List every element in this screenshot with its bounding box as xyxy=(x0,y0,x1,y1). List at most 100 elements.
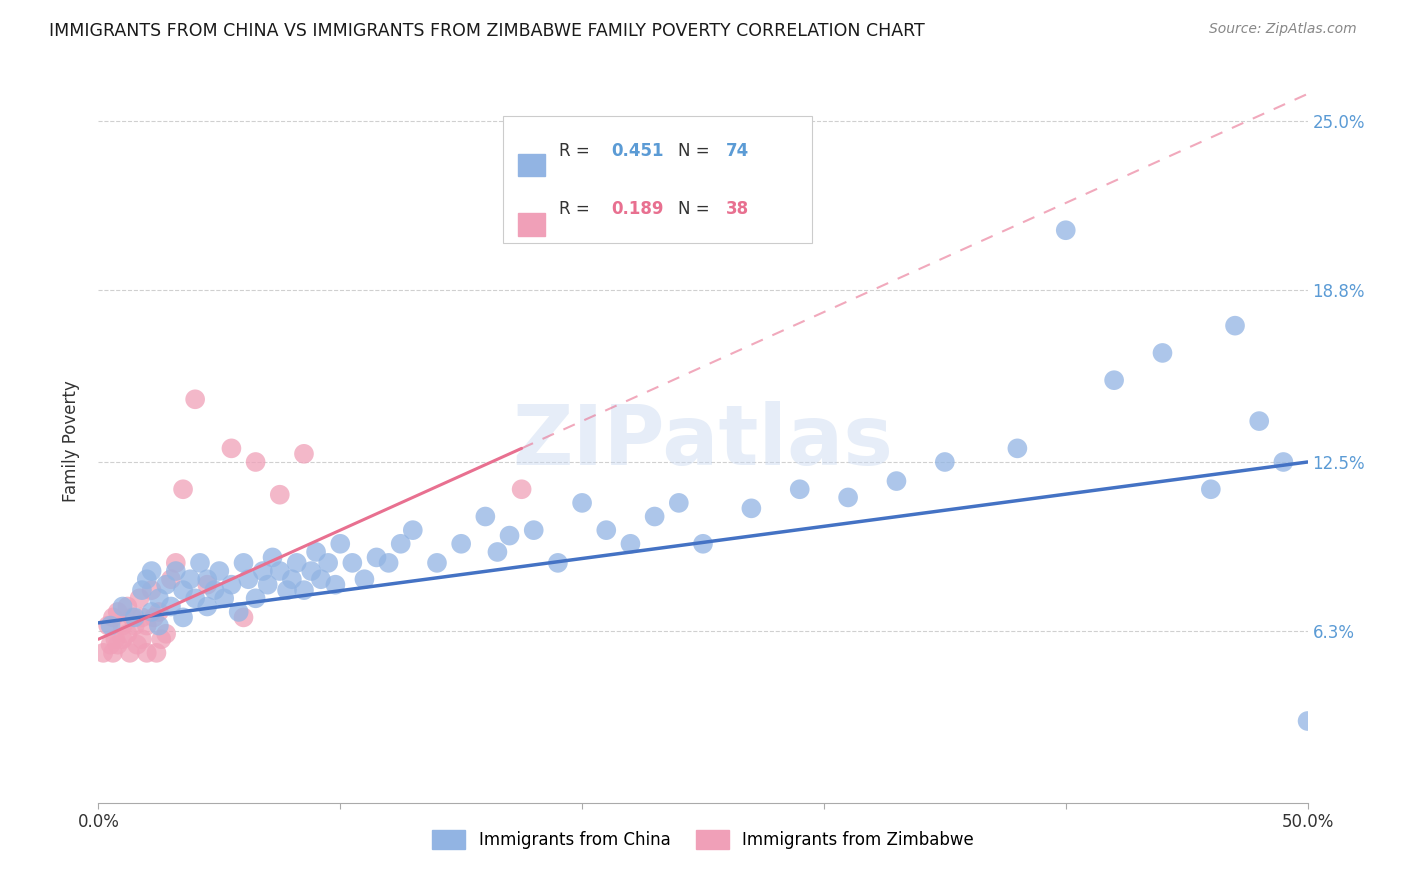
Point xyxy=(232,556,254,570)
Point xyxy=(292,447,315,461)
Bar xyxy=(517,153,544,176)
Point xyxy=(131,632,153,647)
Point xyxy=(148,591,170,606)
Point xyxy=(212,591,235,606)
Point xyxy=(160,572,183,586)
Point xyxy=(141,583,163,598)
Point xyxy=(1272,455,1295,469)
Point xyxy=(281,572,304,586)
Point xyxy=(195,572,218,586)
Text: 38: 38 xyxy=(725,200,749,218)
Point xyxy=(165,556,187,570)
Point xyxy=(325,577,347,591)
Point xyxy=(285,556,308,570)
Point xyxy=(117,599,139,614)
Bar xyxy=(517,213,544,235)
Point xyxy=(208,564,231,578)
Point xyxy=(107,605,129,619)
Text: Source: ZipAtlas.com: Source: ZipAtlas.com xyxy=(1209,22,1357,37)
Point xyxy=(292,583,315,598)
Point xyxy=(450,537,472,551)
Point xyxy=(188,556,211,570)
Point xyxy=(104,632,127,647)
Point xyxy=(1054,223,1077,237)
Point xyxy=(316,556,339,570)
Point xyxy=(117,626,139,640)
Point xyxy=(692,537,714,551)
Point xyxy=(238,572,260,586)
Text: N =: N = xyxy=(678,200,714,218)
Point xyxy=(510,482,533,496)
Text: 0.451: 0.451 xyxy=(612,142,664,160)
Point xyxy=(184,591,207,606)
Text: IMMIGRANTS FROM CHINA VS IMMIGRANTS FROM ZIMBABWE FAMILY POVERTY CORRELATION CHA: IMMIGRANTS FROM CHINA VS IMMIGRANTS FROM… xyxy=(49,22,925,40)
Point xyxy=(141,564,163,578)
Point xyxy=(118,646,141,660)
Point xyxy=(97,618,120,632)
Point xyxy=(619,537,641,551)
Point xyxy=(329,537,352,551)
Point xyxy=(179,572,201,586)
Point xyxy=(269,564,291,578)
Point xyxy=(389,537,412,551)
Point xyxy=(111,599,134,614)
Point xyxy=(150,632,173,647)
Point xyxy=(1152,346,1174,360)
Text: 74: 74 xyxy=(725,142,749,160)
Point xyxy=(111,618,134,632)
Point xyxy=(934,455,956,469)
Point xyxy=(172,482,194,496)
Point xyxy=(131,610,153,624)
Point xyxy=(128,591,150,606)
Point xyxy=(1223,318,1246,333)
Point xyxy=(269,488,291,502)
Point xyxy=(547,556,569,570)
Point xyxy=(127,638,149,652)
Point xyxy=(474,509,496,524)
Point xyxy=(228,605,250,619)
Point xyxy=(91,646,114,660)
Point xyxy=(498,528,520,542)
Point xyxy=(245,591,267,606)
Point xyxy=(165,564,187,578)
Point xyxy=(342,556,364,570)
Point xyxy=(789,482,811,496)
FancyBboxPatch shape xyxy=(503,117,811,243)
Point xyxy=(402,523,425,537)
Point xyxy=(124,618,146,632)
Point xyxy=(141,605,163,619)
Point xyxy=(740,501,762,516)
Point xyxy=(252,564,274,578)
Point xyxy=(523,523,546,537)
Point xyxy=(1102,373,1125,387)
Point xyxy=(644,509,666,524)
Point xyxy=(309,572,332,586)
Point xyxy=(886,474,908,488)
Point xyxy=(101,646,124,660)
Point xyxy=(571,496,593,510)
Point xyxy=(256,577,278,591)
Point xyxy=(100,618,122,632)
Point xyxy=(148,618,170,632)
Point xyxy=(155,577,177,591)
Point xyxy=(124,610,146,624)
Point xyxy=(111,632,134,647)
Point xyxy=(595,523,617,537)
Point xyxy=(107,638,129,652)
Point xyxy=(172,583,194,598)
Text: N =: N = xyxy=(678,142,714,160)
Point xyxy=(145,646,167,660)
Point xyxy=(245,455,267,469)
Point xyxy=(837,491,859,505)
Point xyxy=(184,392,207,407)
Point xyxy=(366,550,388,565)
Point xyxy=(172,610,194,624)
Point xyxy=(221,442,243,456)
Point xyxy=(668,496,690,510)
Y-axis label: Family Poverty: Family Poverty xyxy=(62,381,80,502)
Point xyxy=(100,638,122,652)
Point xyxy=(305,545,328,559)
Point xyxy=(135,618,157,632)
Point xyxy=(299,564,322,578)
Point xyxy=(353,572,375,586)
